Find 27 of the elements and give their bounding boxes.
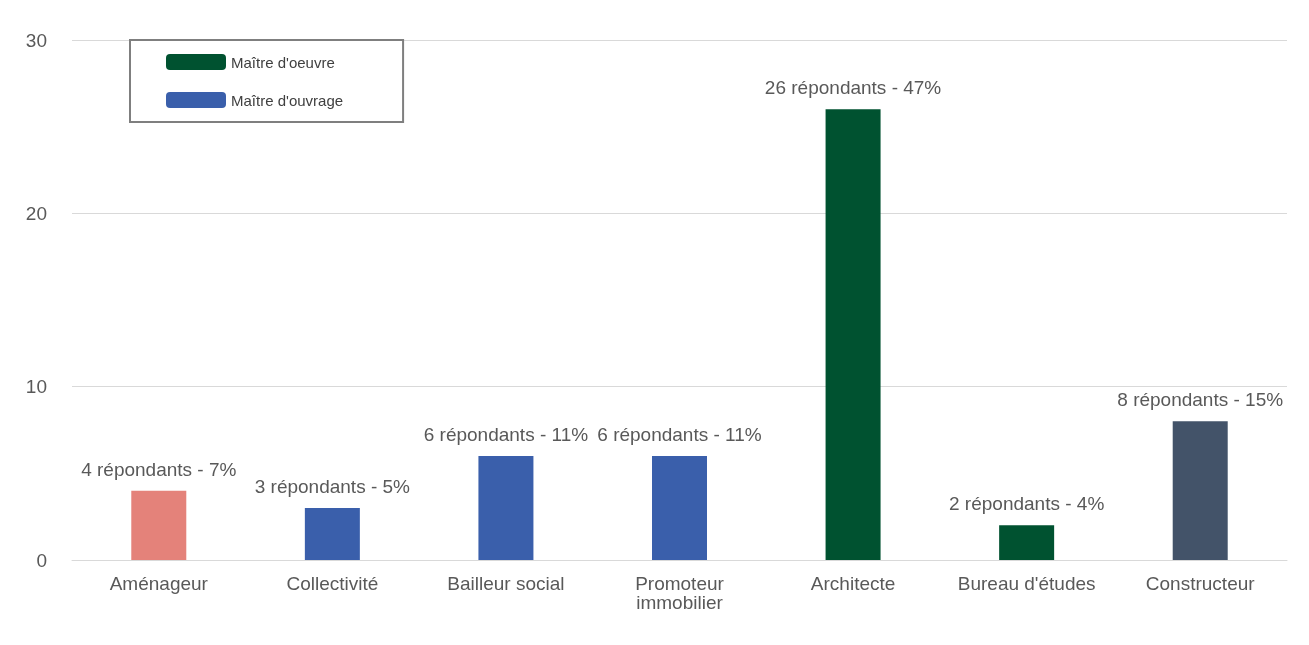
data-label: 6 répondants - 11% <box>423 424 589 445</box>
data-label: 4 répondants - 7% <box>81 458 237 480</box>
data-label: 3 répondants - 5% <box>254 476 411 497</box>
y-tick-label: 20 <box>25 202 47 224</box>
data-label: 26 répondants - 47% <box>764 77 942 99</box>
data-label: 2 répondants - 4% <box>949 493 1105 515</box>
x-tick-label: Aménageur <box>109 573 209 594</box>
x-tick-label: Collectivité <box>286 573 379 594</box>
x-tick-label: Architecte <box>810 573 896 594</box>
data-label: 6 répondants - 11% <box>597 424 762 445</box>
x-tick-label: Bureau d'études <box>957 573 1096 594</box>
bar <box>652 456 707 560</box>
legend-label: Maître d'oeuvre <box>231 53 335 71</box>
bar <box>478 456 534 560</box>
x-tick-label: Bailleur social <box>447 573 565 594</box>
data-label: 8 répondants - 15% <box>1117 389 1284 411</box>
y-tick-label: 10 <box>25 376 47 398</box>
bar <box>999 525 1055 560</box>
legend-label: Maître d'ouvrage <box>231 91 344 109</box>
x-tick-label: Promoteur immobilier <box>635 573 725 613</box>
bar <box>131 490 187 560</box>
bar <box>304 508 360 560</box>
bar <box>825 109 881 560</box>
y-tick-label: 30 <box>25 29 47 51</box>
y-tick-label: 0 <box>36 549 47 571</box>
bar <box>1172 421 1228 560</box>
x-tick-label: Constructeur <box>1145 573 1256 594</box>
